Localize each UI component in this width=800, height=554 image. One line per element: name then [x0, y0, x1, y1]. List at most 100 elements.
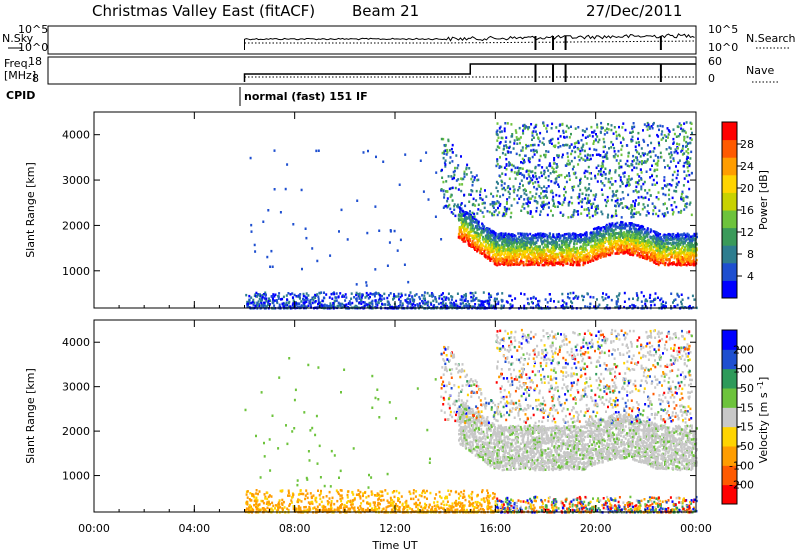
heatmap-cell	[592, 235, 595, 238]
heatmap-cell	[383, 297, 386, 300]
heatmap-cell	[568, 297, 571, 300]
heatmap-cell	[582, 243, 585, 246]
heatmap-cell	[519, 233, 522, 236]
heatmap-cell	[632, 190, 635, 193]
heatmap-cell	[630, 234, 633, 237]
heatmap-cell	[572, 254, 575, 258]
heatmap-cell	[461, 236, 464, 240]
heatmap-cell	[462, 301, 465, 305]
heatmap-cell	[535, 200, 538, 203]
heatmap-cell	[491, 238, 494, 242]
heatmap-cell	[575, 261, 578, 264]
heatmap-cell	[527, 127, 530, 131]
heatmap-cell	[462, 224, 464, 228]
heatmap-cell	[598, 230, 601, 234]
heatmap-cell	[665, 246, 668, 250]
heatmap-cell	[471, 305, 474, 308]
heatmap-cell	[623, 175, 626, 178]
heatmap-cell	[572, 291, 575, 295]
heatmap-cell	[276, 301, 279, 305]
heatmap-cell	[657, 242, 660, 245]
heatmap-cell	[557, 255, 560, 259]
heatmap-cell	[444, 302, 447, 305]
heatmap-cell	[676, 237, 679, 241]
heatmap-cell	[662, 203, 665, 206]
heatmap-cell	[411, 298, 414, 301]
heatmap-cell	[564, 164, 567, 167]
heatmap-cell	[689, 250, 692, 253]
heatmap-cell	[520, 149, 523, 152]
heatmap-cell	[465, 294, 467, 298]
heatmap-cell	[524, 256, 527, 259]
heatmap-cell	[303, 298, 306, 302]
heatmap-cell	[526, 145, 528, 148]
heatmap-cell	[537, 248, 539, 251]
heatmap-cell	[563, 242, 566, 246]
heatmap-cell	[577, 234, 580, 237]
heatmap-cell	[670, 292, 673, 295]
heatmap-cell	[597, 226, 600, 229]
heatmap-cell	[681, 153, 684, 156]
heatmap-cell	[495, 243, 498, 246]
heatmap-cell	[292, 299, 295, 302]
heatmap-cell	[587, 212, 590, 215]
heatmap-cell	[671, 263, 674, 266]
heatmap-cell	[416, 303, 419, 306]
heatmap-cell	[691, 248, 694, 251]
heatmap-cell	[538, 255, 541, 259]
heatmap-cell	[686, 249, 689, 252]
heatmap-cell	[560, 246, 563, 249]
heatmap-cell	[658, 209, 661, 212]
heatmap-cell	[514, 240, 517, 243]
heatmap-cell	[625, 233, 627, 236]
heatmap-cell	[545, 262, 547, 266]
heatmap-cell	[665, 235, 668, 239]
heatmap-cell	[453, 304, 456, 308]
heatmap-cell	[386, 300, 389, 303]
heatmap-cell	[429, 301, 432, 305]
heatmap-cell	[452, 212, 455, 215]
heatmap-cell	[577, 213, 580, 216]
heatmap-cell	[513, 254, 516, 258]
heatmap-cell	[353, 296, 356, 299]
heatmap-cell	[525, 232, 528, 236]
heatmap-cell	[377, 292, 380, 295]
heatmap-cell	[567, 163, 570, 166]
heatmap-cell	[613, 229, 616, 232]
heatmap-cell	[527, 237, 530, 240]
heatmap-cell	[496, 139, 499, 142]
freq-left-label-1: Freq.	[4, 57, 31, 70]
heatmap-cell	[496, 257, 499, 261]
heatmap-cell	[687, 151, 690, 155]
heatmap-cell	[409, 300, 412, 304]
heatmap-cell	[400, 305, 403, 308]
heatmap-cell	[438, 295, 441, 298]
heatmap-cell	[357, 294, 360, 298]
heatmap-cell	[609, 247, 612, 250]
heatmap-cell	[591, 257, 594, 261]
heatmap-cell	[495, 186, 498, 190]
heatmap-cell	[440, 305, 443, 309]
heatmap-cell	[569, 291, 572, 295]
heatmap-cell	[599, 241, 601, 244]
heatmap-cell	[569, 263, 572, 266]
heatmap-cell	[650, 125, 653, 128]
heatmap-cell	[388, 294, 390, 297]
heatmap-cell	[618, 203, 621, 206]
heatmap-cell	[602, 145, 605, 149]
heatmap-cell	[442, 292, 444, 295]
heatmap-cell	[668, 152, 671, 156]
heatmap-cell	[522, 262, 525, 265]
heatmap-cell	[687, 261, 690, 265]
heatmap-cell	[672, 262, 675, 265]
heatmap-cell	[569, 255, 572, 258]
heatmap-cell	[644, 257, 647, 260]
heatmap-cell	[320, 291, 323, 294]
heatmap-cell	[545, 150, 548, 153]
heatmap-cell	[510, 259, 513, 263]
heatmap-cell	[621, 206, 624, 209]
heatmap-cell	[604, 297, 607, 300]
heatmap-cell	[289, 305, 292, 308]
heatmap-cell	[407, 297, 410, 300]
heatmap-cell	[630, 247, 633, 250]
